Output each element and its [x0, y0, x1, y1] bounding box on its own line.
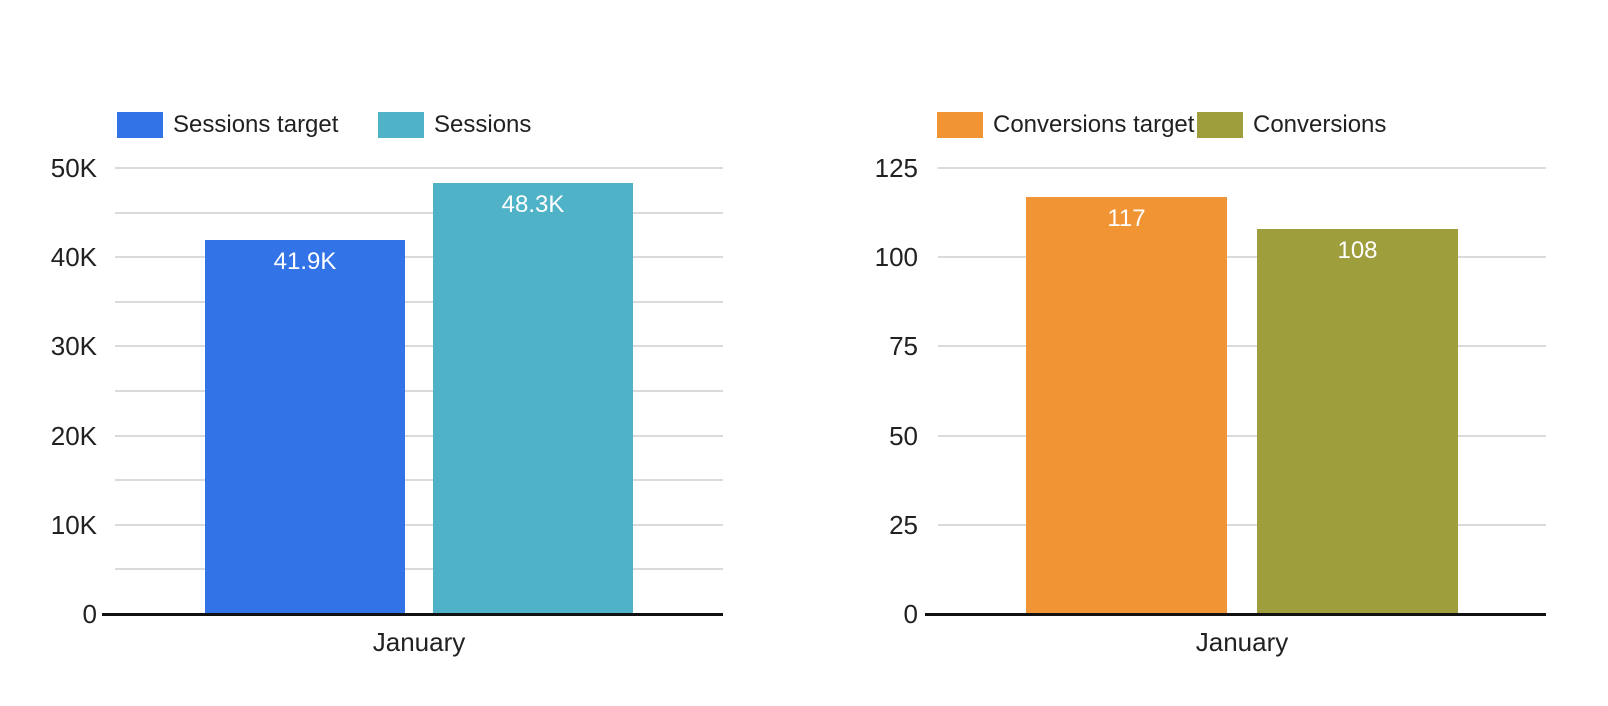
- bar-value-label: 108: [1337, 236, 1378, 264]
- bar-value-label: 41.9K: [273, 248, 337, 276]
- bar-value-label: 48.3K: [501, 191, 565, 219]
- gridline: [115, 256, 723, 259]
- legend-item-conversions[interactable]: Conversions: [1197, 112, 1386, 138]
- x-axis-category-label: January: [372, 627, 466, 657]
- gridline: [115, 568, 723, 571]
- gridline: [115, 345, 723, 348]
- y-axis-tick-label: 50: [889, 420, 918, 451]
- gridline: [115, 390, 723, 392]
- bar-sessions-target[interactable]: [205, 240, 405, 614]
- y-axis-tick-label: 0: [82, 599, 97, 629]
- bar-sessions[interactable]: [433, 183, 633, 614]
- y-axis-tick-label: 20K: [50, 420, 97, 451]
- bar-conversions-target[interactable]: [1026, 196, 1227, 614]
- gridline: [938, 523, 1546, 526]
- x-axis-line: [925, 613, 1546, 616]
- gridline: [938, 167, 1546, 169]
- legend-item-conversions-target[interactable]: Conversions target: [937, 112, 1194, 138]
- legend-swatch-sessions: [378, 112, 424, 138]
- legend-swatch-conversions-target: [937, 112, 983, 138]
- legend-swatch-conversions: [1197, 112, 1243, 138]
- y-axis-tick-label: 100: [874, 242, 918, 273]
- y-axis-tick-label: 40K: [50, 242, 97, 273]
- y-axis-tick-label: 50K: [50, 153, 97, 183]
- gridline: [938, 345, 1546, 348]
- legend-label: Conversions target: [993, 111, 1195, 138]
- legend-label: Sessions: [434, 111, 532, 138]
- gridline: [938, 256, 1546, 259]
- y-axis-tick-label: 30K: [50, 331, 97, 362]
- gridline: [938, 434, 1546, 437]
- gridline: [115, 211, 723, 214]
- gridline: [115, 167, 723, 169]
- gridline: [115, 523, 723, 526]
- legend-item-sessions[interactable]: Sessions: [378, 112, 531, 138]
- gridline: [115, 479, 723, 482]
- x-axis-line: [102, 613, 723, 616]
- y-axis-tick-label: 25: [889, 509, 918, 540]
- legend-label: Sessions target: [173, 111, 339, 138]
- y-axis-tick-label: 0: [903, 599, 918, 629]
- y-axis-tick-label: 125: [874, 153, 918, 183]
- gridline: [115, 434, 723, 437]
- x-axis-category-label: January: [1195, 627, 1289, 657]
- y-axis-tick-label: 10K: [50, 509, 97, 540]
- legend-swatch-sessions-target: [117, 112, 163, 138]
- y-axis-tick-label: 75: [889, 331, 918, 362]
- legend-label: Conversions: [1253, 111, 1387, 138]
- bar-value-label: 117: [1107, 204, 1146, 232]
- gridline: [115, 300, 723, 303]
- legend-item-sessions-target[interactable]: Sessions target: [117, 112, 338, 138]
- bar-conversions[interactable]: [1257, 228, 1458, 614]
